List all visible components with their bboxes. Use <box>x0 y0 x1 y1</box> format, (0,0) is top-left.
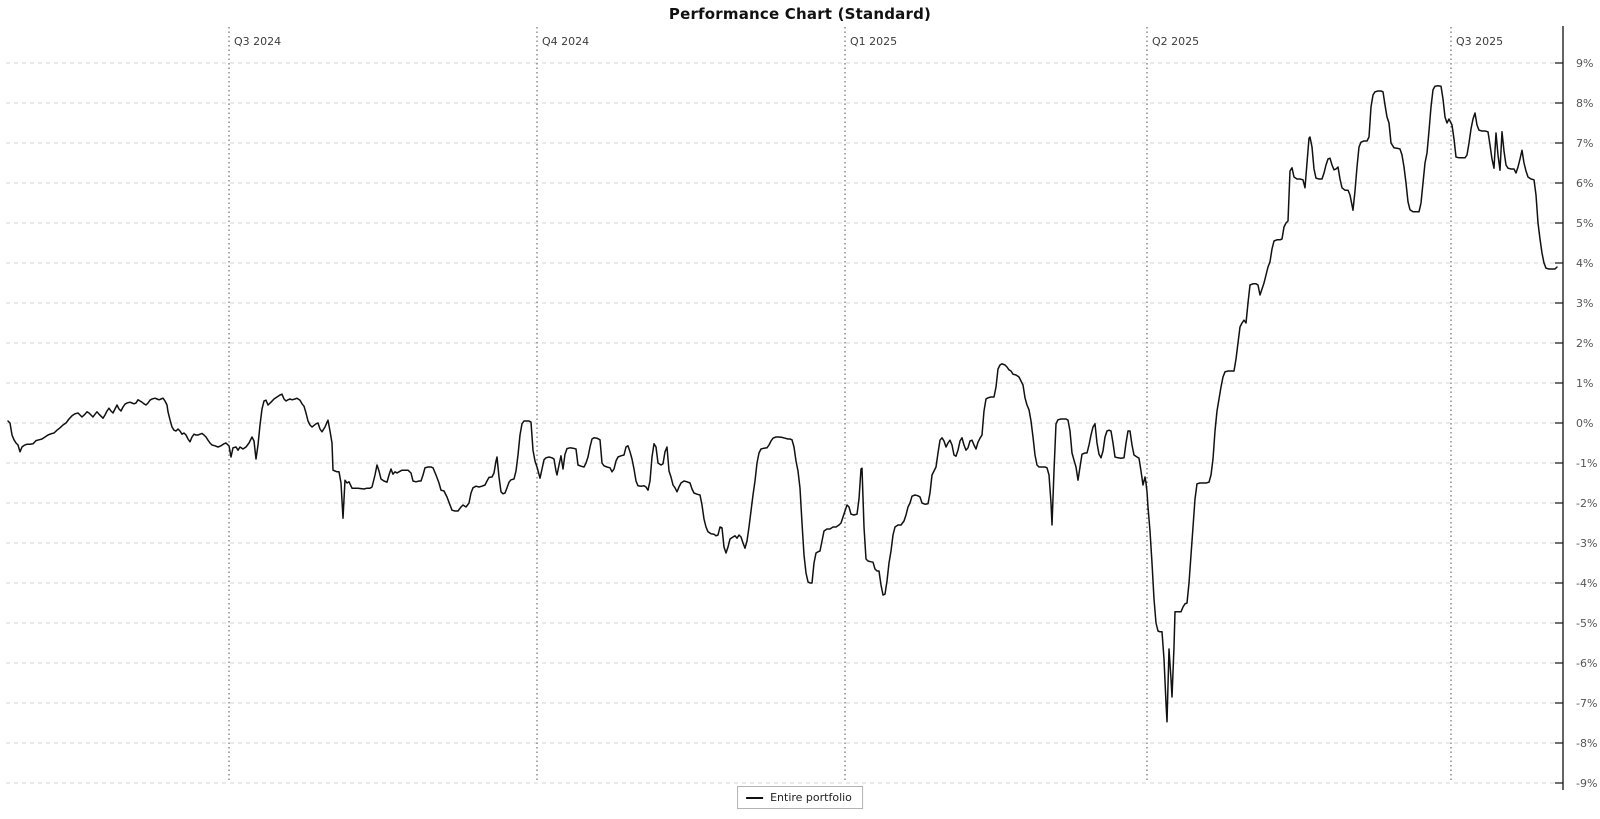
quarter-label: Q1 2025 <box>850 35 897 48</box>
y-tick-label: -1% <box>1576 457 1597 470</box>
y-tick-label: 0% <box>1576 417 1593 430</box>
y-tick-label: -7% <box>1576 697 1597 710</box>
y-tick-label: -2% <box>1576 497 1597 510</box>
y-tick-label: -3% <box>1576 537 1597 550</box>
y-tick-label: -9% <box>1576 777 1597 790</box>
y-tick-label: -8% <box>1576 737 1597 750</box>
legend-item-entire-portfolio[interactable]: Entire portfolio <box>746 791 852 804</box>
legend-item-label: Entire portfolio <box>770 791 852 804</box>
y-tick-label: 9% <box>1576 57 1593 70</box>
y-tick-label: -5% <box>1576 617 1597 630</box>
y-tick-label: 5% <box>1576 217 1593 230</box>
quarter-label: Q2 2025 <box>1152 35 1199 48</box>
legend-line-sample-icon <box>746 796 764 799</box>
quarter-label: Q3 2025 <box>1456 35 1503 48</box>
quarter-label: Q4 2024 <box>542 35 589 48</box>
series-line-entire-portfolio <box>7 85 1558 723</box>
y-tick-label: 1% <box>1576 377 1593 390</box>
y-tick-label: 6% <box>1576 177 1593 190</box>
page-title: Performance Chart (Standard) <box>668 5 932 23</box>
legend: Entire portfolio <box>737 786 863 809</box>
quarter-label: Q3 2024 <box>234 35 281 48</box>
y-tick-label: -4% <box>1576 577 1597 590</box>
y-tick-label: 8% <box>1576 97 1593 110</box>
y-tick-label: 3% <box>1576 297 1593 310</box>
y-tick-label: 4% <box>1576 257 1593 270</box>
y-tick-label: -6% <box>1576 657 1597 670</box>
y-tick-label: 2% <box>1576 337 1593 350</box>
y-tick-label: 7% <box>1576 137 1593 150</box>
